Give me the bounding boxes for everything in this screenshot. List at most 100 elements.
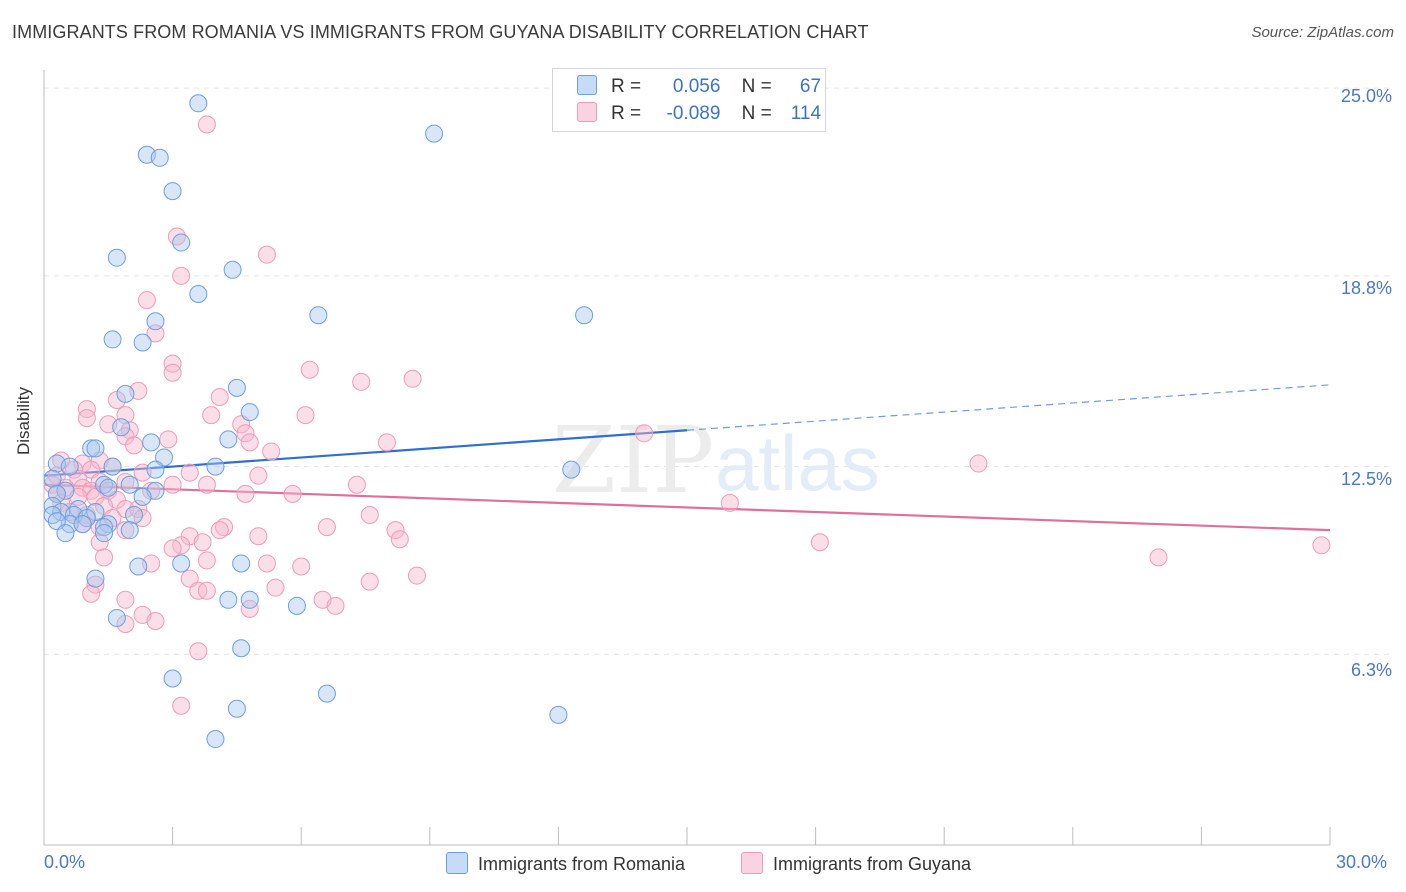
y-tick-label: 25.0%: [1340, 86, 1392, 106]
romania-point: [575, 306, 594, 325]
watermark-atlas: atlas: [715, 419, 880, 507]
guyana-trend-line: [43, 483, 1331, 532]
watermark: ZIP atlas: [552, 407, 880, 514]
romania-point: [47, 484, 66, 503]
guyana-point: [326, 596, 345, 615]
guyana-point: [407, 566, 426, 585]
romania-point: [219, 590, 238, 609]
guyana-point: [257, 245, 276, 264]
romania-point: [116, 384, 135, 403]
romania-point: [120, 521, 139, 540]
r-label: R =: [611, 76, 642, 97]
bottom-legend-guyana: Immigrants from Guyana: [741, 852, 971, 875]
guyana-point: [95, 548, 114, 567]
romania-points: [43, 94, 594, 749]
romania-point: [60, 457, 79, 476]
stats-legend: R = 0.056 N = 67 R = -0.089 N = 114: [552, 68, 826, 132]
n-label: N =: [741, 76, 772, 97]
romania-point: [95, 518, 114, 537]
guyana-point: [810, 533, 829, 552]
guyana-point: [210, 521, 229, 540]
romania-point: [133, 487, 152, 506]
romania-point: [549, 705, 568, 724]
romania-swatch: [577, 75, 597, 95]
romania-point: [56, 524, 75, 543]
romania-point: [125, 506, 144, 525]
romania-point: [82, 439, 101, 458]
y-tick-label: 18.8%: [1340, 278, 1392, 298]
guyana-swatch: [577, 102, 597, 122]
guyana-point: [249, 466, 268, 485]
guyana-point: [283, 484, 302, 503]
guyana-point: [236, 484, 255, 503]
guyana-point: [137, 291, 156, 310]
guyana-point: [300, 360, 319, 379]
trend-lines: [43, 384, 1331, 532]
guyana-point: [180, 463, 199, 482]
romania-point: [232, 639, 251, 658]
guyana-point: [1312, 536, 1331, 555]
chart-title: IMMIGRANTS FROM ROMANIA VS IMMIGRANTS FR…: [12, 22, 869, 42]
guyana-point: [163, 363, 182, 382]
guyana-point: [240, 599, 259, 618]
n-label: N =: [741, 103, 772, 124]
romania-point: [240, 590, 259, 609]
guyana-point: [202, 406, 221, 425]
romania-point: [206, 457, 225, 476]
guyana-point: [236, 424, 255, 443]
guyana-point: [257, 554, 276, 573]
r-value: 0.056: [672, 76, 721, 97]
guyana-point: [360, 506, 379, 525]
guyana-swatch: [741, 852, 763, 874]
guyana-point: [1149, 548, 1168, 567]
guyana-points: [43, 115, 1331, 715]
guyana-point: [172, 266, 191, 285]
romania-point: [227, 378, 246, 397]
x-tick-label: 0.0%: [44, 852, 86, 872]
romania-point: [189, 285, 208, 304]
guyana-point: [360, 572, 379, 591]
romania-point: [172, 554, 191, 573]
guyana-point: [317, 518, 336, 537]
legend-row-guyana: R = -0.089 N = 114: [577, 102, 821, 126]
guyana-point: [249, 527, 268, 546]
guyana-point: [386, 521, 405, 540]
romania-point: [107, 608, 126, 627]
guyana-point: [240, 433, 259, 452]
guyana-point: [292, 557, 311, 576]
guyana-point: [116, 590, 135, 609]
source-credit: Source: ZipAtlas.com: [1251, 24, 1394, 41]
guyana-point: [296, 406, 315, 425]
romania-point: [146, 312, 165, 331]
guyana-point: [197, 581, 216, 600]
romania-point: [172, 233, 191, 252]
guyana-point: [262, 442, 281, 461]
guyana-point: [193, 533, 212, 552]
romania-point: [240, 403, 259, 422]
romania-point: [133, 333, 152, 352]
guyana-point: [146, 611, 165, 630]
romania-point: [163, 669, 182, 688]
guyana-point: [159, 430, 178, 449]
romania-point: [112, 418, 131, 437]
legend-label-guyana: Immigrants from Guyana: [773, 854, 972, 874]
romania-point: [103, 330, 122, 349]
guyana-point: [125, 436, 144, 455]
romania-point: [425, 124, 444, 143]
romania-point: [562, 460, 581, 479]
guyana-point: [77, 409, 96, 428]
guyana-point: [189, 642, 208, 661]
romania-point: [227, 699, 246, 718]
romania-point: [103, 457, 122, 476]
guyana-point: [90, 533, 109, 552]
romania-point: [99, 478, 118, 497]
romania-point: [95, 524, 114, 543]
legend-label-romania: Immigrants from Romania: [478, 854, 686, 874]
romania-point: [73, 515, 92, 534]
romania-point: [142, 433, 161, 452]
guyana-point: [172, 696, 191, 715]
y-tick-label: 6.3%: [1350, 660, 1392, 680]
guyana-point: [163, 539, 182, 558]
guyana-point: [635, 424, 654, 443]
romania-point: [120, 475, 139, 494]
